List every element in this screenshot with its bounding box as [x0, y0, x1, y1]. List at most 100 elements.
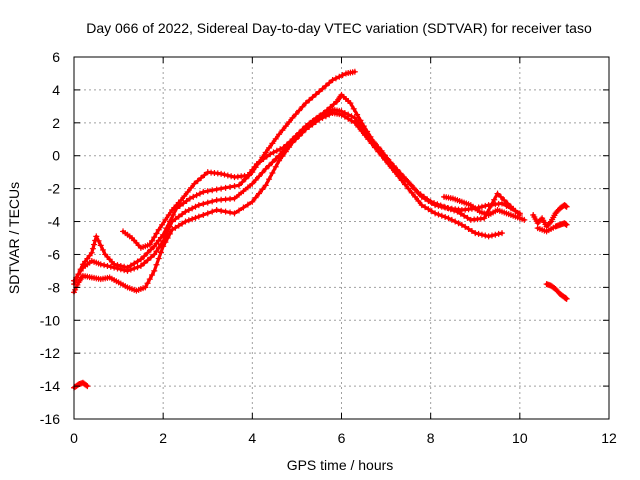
- data-point: [329, 77, 336, 84]
- data-point: [262, 165, 269, 172]
- x-tick-label: 2: [159, 430, 167, 446]
- data-point: [235, 207, 242, 214]
- data-point: [317, 112, 324, 119]
- data-point: [432, 210, 439, 217]
- x-tick-label: 10: [512, 430, 528, 446]
- data-point: [218, 185, 225, 192]
- data-point: [447, 206, 454, 213]
- data-point: [141, 253, 148, 260]
- data-point: [384, 155, 391, 162]
- data-point: [327, 104, 334, 111]
- data-point: [472, 230, 479, 237]
- data-point: [127, 262, 134, 269]
- data-point: [244, 184, 251, 191]
- data-point: [468, 228, 475, 235]
- y-tick-label: 0: [52, 148, 60, 164]
- data-point: [213, 207, 220, 214]
- data-point: [286, 118, 293, 125]
- data-point: [283, 141, 290, 148]
- data-point: [266, 176, 273, 183]
- data-point: [185, 217, 192, 224]
- x-tick-labels: 0 2 4 6 8 10 12: [70, 430, 617, 446]
- data-point: [428, 208, 435, 215]
- data-point: [172, 216, 179, 223]
- data-point: [300, 126, 307, 133]
- data-point: [495, 230, 502, 237]
- data-point: [462, 223, 469, 230]
- data-point: [137, 256, 144, 263]
- data-point: [95, 237, 102, 244]
- data-point: [478, 203, 485, 210]
- data-point: [400, 174, 407, 181]
- data-point: [464, 214, 471, 221]
- data-point: [155, 226, 162, 233]
- data-point: [175, 222, 182, 229]
- y-tick-label: -16: [40, 411, 60, 427]
- series-track-4: [120, 91, 523, 251]
- data-point: [422, 204, 429, 211]
- data-point: [437, 202, 444, 209]
- data-point: [182, 218, 189, 225]
- data-point: [144, 249, 151, 256]
- data-point: [302, 100, 309, 107]
- data-point: [185, 207, 192, 214]
- data-point: [218, 170, 225, 177]
- data-point: [412, 193, 419, 200]
- data-point: [397, 170, 404, 177]
- data-point: [198, 174, 205, 181]
- data-point: [310, 117, 317, 124]
- data-point: [336, 73, 343, 80]
- data-point: [431, 200, 438, 207]
- data-point: [316, 88, 323, 95]
- data-point: [209, 198, 216, 205]
- data-point: [445, 215, 452, 222]
- data-point: [256, 173, 263, 180]
- data-point: [270, 149, 277, 156]
- data-point: [293, 132, 300, 139]
- data-point: [195, 202, 202, 209]
- y-tick-label: -12: [40, 345, 60, 361]
- data-point: [276, 152, 283, 159]
- data-point: [370, 139, 377, 146]
- data-point: [151, 251, 158, 258]
- data-point: [482, 202, 489, 209]
- data-point: [259, 186, 266, 193]
- data-point: [494, 190, 501, 197]
- data-point: [262, 182, 269, 189]
- data-point: [482, 232, 489, 239]
- data-point: [260, 156, 267, 163]
- data-point: [296, 107, 303, 114]
- data-point: [497, 193, 504, 200]
- series-track-9: [543, 281, 570, 302]
- data-point: [357, 117, 364, 124]
- x-tick-label: 8: [427, 430, 435, 446]
- data-point: [91, 241, 98, 248]
- data-point: [200, 200, 207, 207]
- data-point: [457, 210, 464, 217]
- data-point: [231, 183, 238, 190]
- data-point: [266, 144, 273, 151]
- data-point: [166, 218, 173, 225]
- data-point: [213, 186, 220, 193]
- data-point: [249, 180, 256, 187]
- data-point: [521, 216, 528, 223]
- y-tick-label: -10: [40, 312, 60, 328]
- data-point: [269, 140, 276, 147]
- data-point: [191, 180, 198, 187]
- data-point: [83, 382, 90, 389]
- data-point: [504, 200, 511, 207]
- data-point: [231, 195, 238, 202]
- data-point: [184, 188, 191, 195]
- data-point: [282, 123, 289, 130]
- data-point: [461, 212, 468, 219]
- data-point: [455, 220, 462, 227]
- data-point: [160, 238, 167, 245]
- data-point: [134, 264, 141, 271]
- data-point: [272, 163, 279, 170]
- data-point: [380, 151, 387, 158]
- x-tick-label: 12: [601, 430, 617, 446]
- x-tick-label: 6: [338, 430, 346, 446]
- data-point: [235, 191, 242, 198]
- data-point: [563, 221, 570, 228]
- data-point: [239, 179, 246, 186]
